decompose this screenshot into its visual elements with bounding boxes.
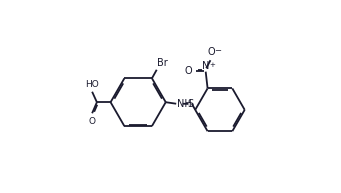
Text: N: N [202,61,209,71]
Text: O: O [185,66,192,76]
Text: Br: Br [157,58,168,68]
Text: O: O [207,47,215,57]
Text: S: S [187,99,193,109]
Text: +: + [209,62,215,68]
Text: O: O [88,117,95,126]
Text: −: − [214,46,221,55]
Text: NH: NH [177,99,192,109]
Text: HO: HO [85,80,99,90]
